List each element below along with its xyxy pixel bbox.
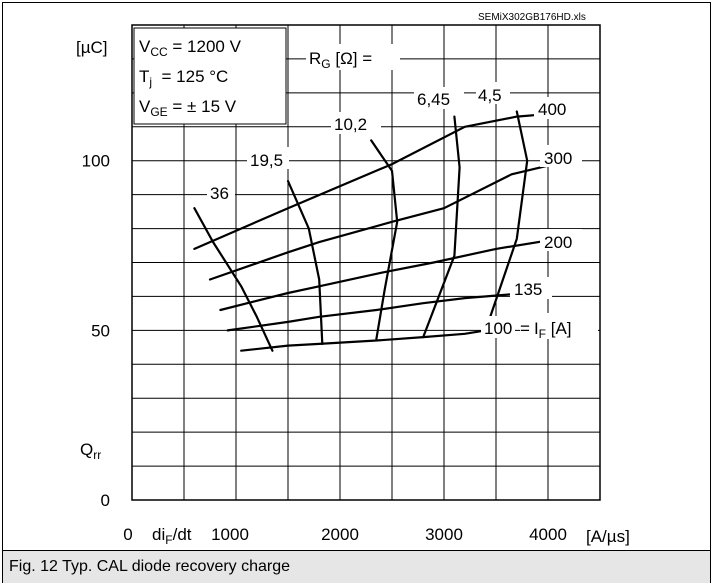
source-file-label: SEMiX302GB176HD.xls: [478, 12, 586, 23]
series-line-10-2: [370, 139, 399, 340]
series-line-100: [240, 329, 487, 352]
y-tick-label: 100: [82, 152, 110, 171]
curve-label-if-200: 200: [544, 233, 572, 252]
curve-label-if-400: 400: [538, 100, 566, 119]
condition-vge: VGE = ± 15 V: [139, 97, 237, 119]
series-line-6-45: [422, 115, 461, 339]
y-axis-unit: [µC]: [76, 38, 108, 57]
plot-border: [131, 24, 601, 501]
x-tick-label: 3000: [425, 525, 463, 544]
curve-label-if-100: 100: [484, 319, 512, 338]
figure-caption: Fig. 12 Typ. CAL diode recovery charge: [9, 558, 291, 575]
if-header-label: = IF [A]: [520, 319, 572, 341]
series-line-400: [193, 112, 560, 250]
y-axis-quantity: Qrr: [80, 440, 101, 462]
y-tick-label: 50: [91, 321, 110, 340]
caption-bar: Fig. 12 Typ. CAL diode recovery charge: [3, 550, 710, 583]
series-line-135: [226, 291, 529, 332]
y-tick-label: 0: [101, 491, 110, 510]
x-axis-quantity: diF/dt: [152, 525, 192, 547]
curve-label-rg-19-5: 19,5: [250, 151, 283, 170]
curve-labels: 100 135 200 300 400 36 19,5 10,2 6,45 4,…: [207, 44, 598, 341]
x-tick-label: 0: [123, 525, 132, 544]
curves: [193, 110, 570, 352]
curve-label-if-135: 135: [514, 280, 542, 299]
condition-tj: Tj = 125 °C: [139, 67, 228, 89]
x-tick-label: 1000: [211, 525, 249, 544]
curve-label-rg-6-45: 6,45: [417, 90, 450, 109]
x-tick-label: 4000: [529, 525, 567, 544]
curve-label-rg-36: 36: [210, 184, 229, 203]
series-line-300: [208, 159, 570, 281]
axis-ticks: 0 1000 2000 3000 4000 0 50 100: [82, 152, 567, 544]
series-line-36: [193, 207, 274, 352]
series-line-19-5: [286, 180, 324, 345]
series-line-4-5: [484, 110, 529, 332]
curve-label-rg-10-2: 10,2: [334, 115, 367, 134]
curve-label-if-300: 300: [544, 149, 572, 168]
condition-vcc: VCC = 1200 V: [139, 37, 242, 59]
x-axis-unit: [A/µs]: [586, 527, 630, 546]
curve-label-rg-4-5: 4,5: [478, 86, 502, 105]
x-tick-label: 2000: [321, 525, 359, 544]
conditions-box: VCC = 1200 V Tj = 125 °C VGE = ± 15 V: [133, 27, 287, 125]
rg-header-label: RG [Ω] =: [309, 49, 372, 71]
series-line-200: [219, 237, 560, 312]
